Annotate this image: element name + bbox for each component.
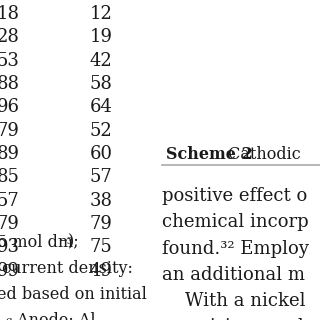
Text: chemical incorp: chemical incorp — [162, 213, 308, 231]
Text: With a nickel: With a nickel — [162, 292, 305, 310]
Text: 12: 12 — [90, 5, 112, 23]
Text: −3: −3 — [59, 237, 75, 246]
Text: 58: 58 — [90, 75, 112, 93]
Text: 42: 42 — [90, 52, 112, 69]
Text: 88: 88 — [0, 75, 20, 93]
Text: e: e — [6, 316, 12, 320]
Text: an additional m: an additional m — [162, 266, 305, 284]
Text: 75: 75 — [90, 238, 112, 256]
Text: 79: 79 — [90, 215, 112, 233]
Text: 57: 57 — [0, 192, 20, 210]
Text: Anode: Al.: Anode: Al. — [12, 312, 101, 320]
Text: 57: 57 — [90, 168, 112, 186]
Text: current density:: current density: — [0, 260, 133, 277]
Text: 28: 28 — [0, 28, 20, 46]
Text: 38: 38 — [90, 192, 113, 210]
Text: Scheme 2: Scheme 2 — [166, 146, 253, 163]
Text: 85: 85 — [0, 168, 20, 186]
Text: Cathodic: Cathodic — [223, 146, 301, 163]
Text: );: ); — [68, 234, 80, 251]
Text: 79: 79 — [0, 215, 20, 233]
Text: 99: 99 — [0, 262, 20, 280]
Text: 60: 60 — [90, 145, 113, 163]
Text: positive effect o: positive effect o — [162, 187, 307, 205]
Text: 49: 49 — [90, 262, 112, 280]
Text: .: . — [0, 312, 7, 320]
Text: 53: 53 — [0, 52, 20, 69]
Text: 79: 79 — [0, 122, 20, 140]
Text: promising comb: promising comb — [162, 318, 309, 320]
Text: 89: 89 — [0, 145, 20, 163]
Text: 52: 52 — [90, 122, 112, 140]
Text: 5 mol dm: 5 mol dm — [0, 234, 73, 251]
Text: ed based on initial: ed based on initial — [0, 286, 147, 303]
Text: found.³² Employ: found.³² Employ — [162, 240, 308, 258]
Text: 64: 64 — [90, 98, 112, 116]
Text: 19: 19 — [90, 28, 113, 46]
Text: 93: 93 — [0, 238, 20, 256]
Text: 18: 18 — [0, 5, 20, 23]
Text: 96: 96 — [0, 98, 20, 116]
